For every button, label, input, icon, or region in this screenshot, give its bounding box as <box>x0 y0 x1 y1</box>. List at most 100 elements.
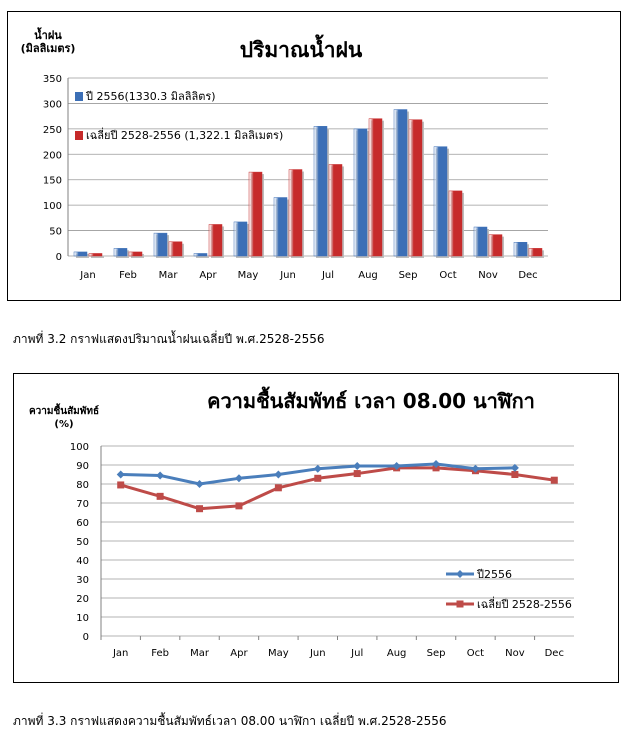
bar <box>488 234 503 257</box>
bar <box>153 232 168 257</box>
y-tick-label: 70 <box>76 499 89 510</box>
x-tick-label: Aug <box>358 270 378 281</box>
bar <box>233 221 248 257</box>
bar <box>193 253 208 257</box>
bar <box>168 241 183 257</box>
bar <box>473 226 488 257</box>
x-tick-label: Dec <box>545 648 564 659</box>
legend-swatch <box>75 131 83 140</box>
data-point <box>156 471 165 480</box>
y-tick-label: 10 <box>76 613 89 624</box>
data-point <box>353 470 361 478</box>
bar <box>528 248 543 257</box>
data-point <box>274 484 282 492</box>
data-point <box>353 461 362 470</box>
x-tick-label: Jul <box>350 648 363 659</box>
bar <box>433 146 448 257</box>
bar <box>393 109 408 257</box>
y-tick-label: 0 <box>83 632 89 643</box>
bar-shadow <box>91 255 104 258</box>
bar <box>128 251 143 257</box>
bar <box>408 119 423 257</box>
data-point <box>234 474 243 483</box>
data-point <box>550 476 558 484</box>
data-point <box>313 464 322 473</box>
bar <box>88 253 103 257</box>
bar <box>448 190 463 257</box>
bar <box>248 171 263 257</box>
y-tick-label: 30 <box>76 575 89 586</box>
bar <box>328 164 343 257</box>
figure-caption-3-3: ภาพที่ 3.3 กราฟแสดงความชื้นสัมพัทธ์เวลา … <box>13 714 447 728</box>
data-point <box>432 460 441 469</box>
y-tick-label: 60 <box>76 518 89 529</box>
y-axis-label-line: น้ำฝน <box>34 27 62 42</box>
x-tick-label: Sep <box>427 648 446 659</box>
x-tick-label: Jun <box>279 270 296 281</box>
y-tick-label: 50 <box>49 227 62 238</box>
rainfall-chart: ปริมาณน้ำฝน น้ำฝน(มิลลิเมตร) 0 50 100 150 200 2… <box>21 27 548 281</box>
legend-label: ปี2556 <box>476 568 512 581</box>
chart-title: ปริมาณน้ำฝน <box>240 34 363 62</box>
x-tick-label: Aug <box>387 648 407 659</box>
series-line <box>120 466 555 511</box>
x-tick-label: Nov <box>478 270 498 281</box>
y-tick-label: 20 <box>76 594 89 605</box>
bar <box>513 242 528 257</box>
x-tick-label: Mar <box>159 270 179 281</box>
x-tick-label: Sep <box>399 270 418 281</box>
x-tick-label: May <box>268 648 289 659</box>
chart-title: ความชื้นสัมพัทธ์ เวลา 08.00 นาฬิกา <box>207 386 535 413</box>
x-tick-label: Jan <box>79 270 95 281</box>
x-tick-label: Jan <box>112 648 128 659</box>
y-tick-label: 350 <box>43 74 62 85</box>
legend-marker <box>456 600 464 608</box>
x-tick-label: Nov <box>505 648 525 659</box>
x-tick-label: Apr <box>230 648 248 659</box>
bar <box>273 197 288 257</box>
data-point <box>471 464 480 473</box>
data-point <box>235 502 243 510</box>
x-tick-label: Jun <box>309 648 326 659</box>
x-tick-label: May <box>238 270 259 281</box>
y-tick-label: 100 <box>43 201 62 212</box>
bar <box>368 118 383 257</box>
y-tick-label: 200 <box>43 150 62 161</box>
legend-marker <box>456 570 464 578</box>
bar-shadow <box>196 255 209 258</box>
data-point <box>117 481 125 489</box>
humidity-chart: ความชื้นสัมพัทธ์ เวลา 08.00 นาฬิกาความชื… <box>29 386 574 659</box>
bar <box>313 126 328 257</box>
data-point <box>274 470 283 479</box>
bar <box>208 224 223 257</box>
x-tick-label: Jul <box>321 270 334 281</box>
bar <box>113 248 128 257</box>
x-tick-label: Feb <box>119 270 137 281</box>
x-tick-label: Apr <box>199 270 217 281</box>
bar <box>288 169 303 257</box>
y-tick-label: 250 <box>43 125 62 136</box>
x-tick-label: Oct <box>467 648 484 659</box>
legend-swatch <box>75 92 83 101</box>
y-tick-label: 100 <box>70 442 89 453</box>
x-tick-label: Oct <box>439 270 456 281</box>
figure-caption-3-2: ภาพที่ 3.2 กราฟแสดงปริมาณน้ำฝนเฉลี่ยปี พ… <box>13 332 325 346</box>
data-point <box>314 474 322 482</box>
y-tick-label: 0 <box>56 252 62 263</box>
humidity-chart-frame: ความชื้นสัมพัทธ์ เวลา 08.00 นาฬิกาความชื… <box>13 373 619 683</box>
legend-label: เฉลี่ยปี 2528-2556 (1,322.1 มิลลิเมตร) <box>86 127 283 142</box>
y-axis-label-line: ความชื้นสัมพัทธ์ <box>29 403 99 417</box>
data-point <box>156 492 164 500</box>
y-tick-label: 150 <box>43 176 62 187</box>
y-tick-label: 90 <box>76 461 89 472</box>
data-point <box>196 505 204 513</box>
data-point <box>510 463 519 472</box>
bar <box>353 128 368 257</box>
rainfall-chart-frame: ปริมาณน้ำฝน น้ำฝน (มิลลิเมตร) 0 50 100 150 200 2… <box>7 11 621 301</box>
data-point <box>195 480 204 488</box>
y-tick-label: 40 <box>76 556 89 567</box>
x-tick-label: Mar <box>190 648 210 659</box>
y-tick-label: 50 <box>76 537 89 548</box>
y-tick-label: 80 <box>76 480 89 491</box>
x-tick-label: Dec <box>518 270 537 281</box>
